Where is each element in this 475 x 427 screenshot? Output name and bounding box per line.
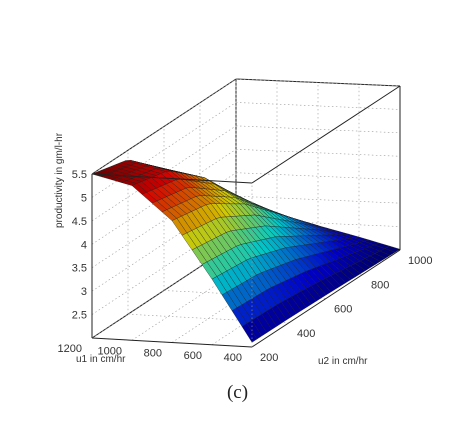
x-tick-label: 600 <box>184 350 202 362</box>
x-axis-label: u1 in cm/hr <box>76 354 126 365</box>
grid-line <box>171 246 319 343</box>
grid-line <box>211 247 360 346</box>
grid-line <box>235 102 401 110</box>
grid-line <box>235 172 401 181</box>
y-tick-label: 1000 <box>408 255 432 267</box>
z-axis-label: productivity in gm/l-hr <box>54 132 65 228</box>
grid-line <box>91 125 237 222</box>
y-tick-label: 400 <box>297 328 315 340</box>
z-tick-label: 2.5 <box>72 310 87 322</box>
grid-line <box>91 172 237 268</box>
grid-line <box>235 78 401 87</box>
axes-box <box>91 85 401 348</box>
y-tick-label: 600 <box>334 304 352 316</box>
surface-plot: 2.5 3 3.5 4 4.5 5 5.5 400 600 800 1000 1200 200 400 60… <box>54 78 433 367</box>
front-edge <box>91 337 253 348</box>
grid-line <box>127 313 290 324</box>
surface <box>91 160 401 343</box>
front-edge <box>251 249 401 348</box>
z-tick-label: 4.5 <box>72 216 87 228</box>
front-edge <box>91 173 253 184</box>
x-tick-label: 1200 <box>58 343 82 355</box>
z-tick-label: 5 <box>81 192 87 204</box>
grid-line <box>91 102 237 198</box>
grid-line <box>91 78 237 175</box>
z-tick-label: 4 <box>81 239 87 251</box>
z-tick-label: 3.5 <box>72 263 87 275</box>
surface-patch <box>241 323 258 343</box>
z-tick-label: 3 <box>81 286 87 298</box>
y-tick-label: 200 <box>260 352 278 364</box>
y-tick-label: 800 <box>371 279 389 291</box>
grid-line <box>91 242 237 339</box>
z-tick-label: 5.5 <box>72 169 87 181</box>
grid-line <box>235 125 401 134</box>
x-tick-label: 800 <box>144 348 162 360</box>
grid-line <box>91 195 237 292</box>
grid-line <box>235 219 401 227</box>
back-edge <box>91 78 237 175</box>
grid-line <box>235 148 401 157</box>
figure-caption: (c) <box>226 382 249 403</box>
grid-line <box>235 195 401 204</box>
x-tick-label: 1000 <box>98 345 122 357</box>
x-tick-label: 400 <box>224 352 242 364</box>
tick-labels: 2.5 3 3.5 4 4.5 5 5.5 400 600 800 1000 1200 200 400 60… <box>58 169 433 364</box>
front-edge <box>251 85 401 184</box>
y-axis-label: u2 in cm/hr <box>318 356 368 367</box>
grid-line <box>91 219 237 315</box>
grid-line <box>91 149 237 245</box>
